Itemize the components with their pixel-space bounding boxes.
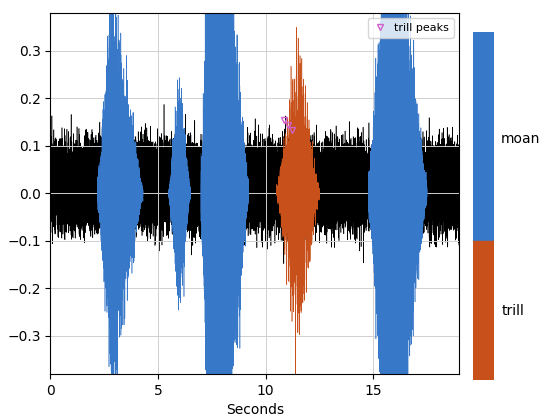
- trill peaks: [289, 128, 296, 133]
- X-axis label: Seconds: Seconds: [226, 403, 284, 417]
- Text: trill: trill: [501, 304, 524, 318]
- trill peaks: [285, 123, 292, 128]
- Line: trill peaks: trill peaks: [281, 116, 296, 134]
- Bar: [473, 241, 494, 380]
- trill peaks: [281, 117, 287, 122]
- Legend: trill peaks: trill peaks: [368, 18, 454, 38]
- Bar: [473, 32, 494, 241]
- Text: moan: moan: [501, 131, 540, 146]
